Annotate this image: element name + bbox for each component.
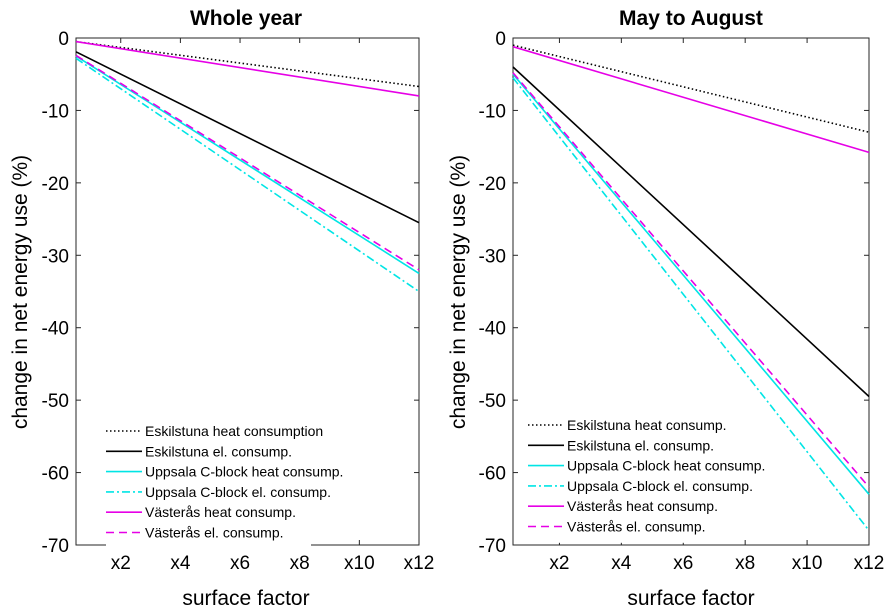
legend-entry: Västerås heat consump. [567,498,718,514]
y-tick-label: -60 [479,464,506,485]
y-tick-label: -10 [42,101,69,122]
legend-box [106,419,311,549]
x-tick-label: x6 [673,553,693,574]
legend-entry: Eskilstuna el. consump. [145,443,292,459]
x-tick-label: x10 [344,553,375,574]
x-tick-label: x8 [290,553,310,574]
legend-entry: Eskilstuna heat consumption [145,423,323,439]
legend-entry: Uppsala C-block el. consump. [567,478,753,494]
legend-entry: Uppsala C-block heat consump. [145,464,343,480]
axes-box [512,37,870,546]
series-line-vasteras-el-consump [512,72,870,488]
y-tick-label: -10 [479,101,506,122]
x-tick-label: x2 [549,553,569,574]
x-tick-label: x4 [611,553,632,574]
plot-area: 0 -10 -20 -30 -40 -50 -60 -70 x2 x4 x6 x8 x10 x12 [42,29,435,574]
y-tick-label: -40 [42,319,69,340]
y-tick-label: -50 [42,391,69,412]
series-line-eskilstuna-heat-consumption [75,40,420,88]
y-tick-label: 0 [495,29,506,50]
series-line-uppsala-c-block-heat-consump [75,55,420,275]
x-tick-label: x12 [404,553,435,574]
y-tick-label: -30 [479,246,506,267]
y-tick-label: -20 [479,174,506,195]
series-line-eskilstuna-el-consump [512,66,870,398]
legend: Eskilstuna heat consump. Eskilstuna el. c… [528,413,765,543]
y-tick-label: -20 [42,174,69,195]
legend-entry: Västerås heat consump. [145,504,296,520]
legend-entry: Uppsala C-block el. consump. [145,484,331,500]
legend-box [528,413,733,543]
series-line-uppsala-c-block-heat-consump [512,73,870,495]
y-tick-label: -60 [42,464,69,485]
legend-entry: Uppsala C-block heat consump. [567,458,765,474]
legend-entry: Eskilstuna heat consump. [567,417,727,433]
y-axis-label: change in net energy use (%) [9,155,32,429]
chart-panel-whole-year: Whole year change in net energy use (%) … [9,7,434,610]
legend: Eskilstuna heat consumption Eskilstuna el… [106,419,343,549]
x-tick-label: x12 [854,553,885,574]
x-tick-label: x2 [111,553,131,574]
chart-title: Whole year [190,7,302,30]
y-tick-label: -40 [479,319,506,340]
series-line-eskilstuna-el-consump [75,51,420,224]
y-axis-label: change in net energy use (%) [447,155,470,429]
y-tick-label: -50 [479,391,506,412]
plot-area: 0 -10 -20 -30 -40 -50 -60 -70 x2 x4 x6 x8 x10 x12 [479,29,885,574]
x-tick-label: x10 [792,553,823,574]
legend-entry: Eskilstuna el. consump. [567,437,714,453]
y-tick-label: 0 [58,29,69,50]
series-line-vasteras-heat-consump [512,45,870,154]
x-tick-label: x8 [735,553,755,574]
series-line-vasteras-el-consump [75,54,420,271]
legend-entry: Västerås el. consump. [567,519,706,535]
x-tick-label: x6 [230,553,250,574]
x-tick-label: x4 [170,553,191,574]
y-tick-label: -70 [42,536,69,557]
series-line-eskilstuna-heat-consump [512,44,870,133]
chart-title: May to August [619,7,763,30]
y-tick-label: -70 [479,536,506,557]
legend-entry: Västerås el. consump. [145,525,284,541]
chart-panel-may-to-august: May to August change in net energy use (… [447,7,884,610]
series-line-uppsala-c-block-el-consump [75,57,420,293]
x-axis-label: surface factor [627,587,754,610]
x-axis-label: surface factor [182,587,309,610]
y-tick-label: -30 [42,246,69,267]
series-line-vasteras-heat-consump [75,40,420,97]
